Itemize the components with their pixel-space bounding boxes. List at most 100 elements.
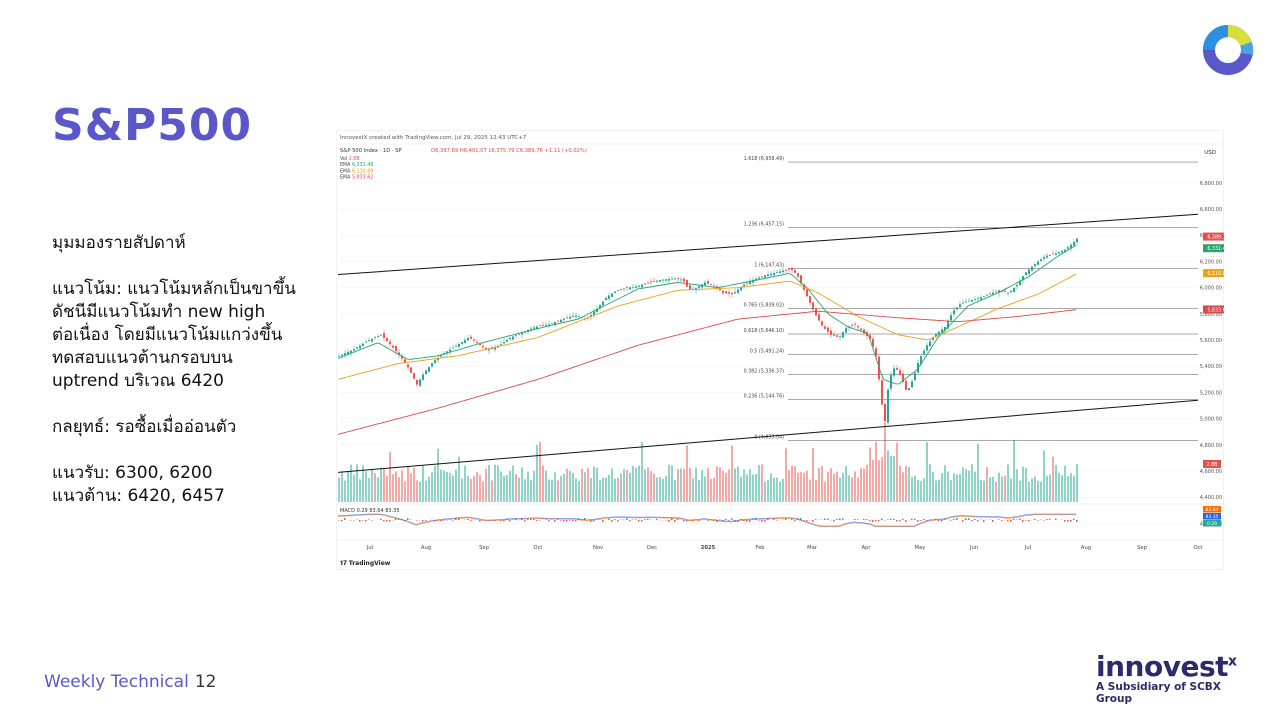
volume-bar [866, 464, 868, 502]
candle-body [1034, 264, 1036, 267]
chart-symbol: S&P 500 Index · 1D · SP [340, 148, 402, 154]
macd-hist-bar [467, 518, 469, 520]
volume-bar [608, 474, 610, 502]
candle-body [923, 350, 925, 355]
candle-body [659, 279, 661, 282]
macd-hist-bar [1037, 520, 1039, 521]
candle-body [818, 314, 820, 321]
volume-bar [620, 473, 622, 502]
candle-body [656, 280, 658, 282]
legend-item: EMA 6,331.48 [340, 162, 373, 168]
volume-bar [749, 469, 751, 502]
candle-body [1004, 290, 1006, 292]
candle-body [884, 403, 886, 422]
macd-hist-bar [806, 520, 808, 522]
candle-body [989, 293, 991, 295]
volume-bar [692, 478, 694, 502]
volume-bar [812, 448, 814, 502]
macd-hist-bar [1019, 518, 1021, 520]
brand-logo: innovestx A Subsidiary of SCBX Group [1096, 650, 1256, 705]
candle-body [1073, 242, 1075, 246]
volume-bar [935, 480, 937, 502]
volume-bar [752, 474, 754, 502]
macd-hist-bar [536, 520, 538, 521]
volume-bar [500, 471, 502, 502]
volume-bar [926, 442, 928, 502]
volume-tag [1203, 460, 1221, 468]
macd-tag [1203, 506, 1221, 513]
candle-body [422, 374, 424, 380]
macd-hist-bar [707, 520, 709, 521]
volume-bar [395, 471, 397, 502]
volume-bar [557, 480, 559, 502]
macd-hist-bar [755, 518, 757, 520]
macd-hist-bar [344, 518, 346, 520]
volume-bar [713, 477, 715, 502]
macd-hist-bar [1073, 518, 1075, 520]
candle-body [374, 337, 376, 339]
macd-hist-bar [749, 520, 751, 522]
volume-bar [338, 477, 340, 502]
macd-hist-bar [671, 518, 673, 520]
candle-body [725, 291, 727, 294]
candle-body [608, 295, 610, 299]
candle-body [473, 339, 475, 341]
volume-bar [914, 475, 916, 502]
trend-line-3: ต่อเนื่อง โดยมีแนวโน้มแกว่งขึ้น [52, 325, 283, 345]
macd-hist-bar [899, 520, 901, 522]
candle-body [1022, 276, 1024, 281]
volume-bar [515, 474, 517, 502]
candle-body [596, 308, 598, 313]
candle-body [1037, 261, 1039, 265]
candle-body [461, 342, 463, 344]
candle-body [539, 325, 541, 327]
candle-body [452, 347, 454, 349]
candle-body [935, 334, 937, 337]
candle-body [632, 286, 634, 288]
candle-body [482, 346, 484, 348]
candle-body [926, 345, 928, 351]
volume-bar [575, 478, 577, 502]
candle-body [827, 327, 829, 332]
volume-bar [1037, 480, 1039, 502]
macd-hist-bar [773, 518, 775, 520]
candle-body [626, 286, 628, 288]
candle-body [470, 336, 472, 339]
volume-bar [629, 472, 631, 502]
volume-bar [518, 477, 520, 502]
volume-bar [653, 473, 655, 502]
volume-bar [776, 477, 778, 502]
volume-bar [953, 473, 955, 502]
volume-bar [908, 467, 910, 502]
volume-bar [443, 470, 445, 502]
candle-body [713, 285, 715, 287]
macd-hist-bar [929, 519, 931, 520]
y-tick-label: 5,600.00 [1200, 338, 1222, 344]
volume-bar [416, 480, 418, 502]
macd-hist-bar [890, 518, 892, 520]
macd-hist-bar [1034, 518, 1036, 520]
candle-body [392, 345, 394, 348]
volume-bar [479, 474, 481, 502]
macd-hist-bar [794, 520, 796, 522]
volume-bar [368, 477, 370, 502]
candle-body [1001, 291, 1003, 292]
volume-bar [899, 465, 901, 502]
macd-tag [1203, 520, 1221, 527]
candle-body [503, 342, 505, 344]
macd-hist-bar [470, 520, 472, 521]
volume-bar [983, 480, 985, 502]
macd-hist-bar [824, 518, 826, 520]
volume-bar [857, 477, 859, 502]
volume-bar [728, 469, 730, 502]
volume-bar [743, 469, 745, 502]
volume-bar [536, 444, 538, 502]
macd-hist-bar [362, 520, 364, 521]
volume-bar [965, 469, 967, 502]
candle-body [731, 292, 733, 295]
macd-hist-bar [638, 520, 640, 522]
price-tag-label: 6,331.48 [1207, 246, 1224, 252]
candle-body [476, 342, 478, 343]
macd-hist-bar [509, 520, 511, 522]
x-tick-label: Aug [1081, 545, 1091, 551]
